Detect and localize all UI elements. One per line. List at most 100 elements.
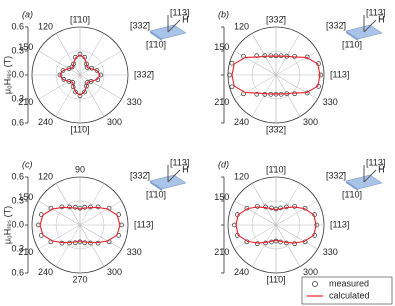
measured-point: [254, 53, 260, 59]
inset-plate-edge: [150, 181, 162, 191]
measured-point: [67, 204, 72, 210]
panel-label: (c): [22, 159, 33, 169]
measured-point: [254, 203, 260, 209]
measured-point: [292, 241, 298, 247]
measured-point: [254, 241, 260, 247]
angle-tick-label: 150: [214, 42, 229, 52]
angle-tick-label: 120: [234, 172, 249, 182]
angle-tick-label: 240: [38, 267, 53, 277]
angle-tick-label: [1̄10]: [70, 14, 90, 24]
measured-point: [57, 72, 63, 78]
r-tick-label: 0.6: [11, 171, 24, 181]
angle-tick-label: 210: [214, 247, 229, 257]
r-tick-label: 0.6: [11, 117, 24, 127]
angle-tick-label: 210: [18, 97, 33, 107]
polar-panel: [113] 90 120 150 210 240 270 300 330 0.0 0.3 0.3 0.6…: [2, 157, 189, 284]
angle-tick-label: 90: [75, 164, 85, 174]
angle-tick-label: 120: [38, 172, 53, 182]
angle-tick-label: 120: [38, 22, 53, 32]
angle-tick-label: [11̄0]: [70, 124, 89, 134]
angle-tick-label: 210: [214, 97, 229, 107]
measured-point: [72, 204, 78, 210]
measured-point: [95, 240, 101, 246]
angle-tick-label: [332̄]: [134, 69, 154, 79]
measured-point: [262, 92, 268, 97]
r-tick-label: 0.3: [11, 243, 24, 253]
measured-point: [98, 72, 104, 78]
angle-tick-label: [1̄10]: [266, 164, 286, 174]
r-tick-label: 0.0: [11, 69, 24, 79]
measured-point: [318, 72, 324, 78]
r-tick-label: 0.6: [11, 267, 24, 277]
calculated-line: [39, 206, 121, 244]
angle-tick-label: [113]: [134, 219, 153, 229]
legend-box: [301, 276, 393, 305]
angle-tick-label: 330: [127, 247, 142, 257]
inset-label: H⃗: [182, 164, 189, 175]
angle-tick-label: 240: [234, 117, 249, 127]
measured-point: [82, 204, 88, 210]
measured-point: [82, 240, 88, 246]
inset-label: H⃗: [378, 14, 385, 25]
measured-point: [229, 60, 235, 66]
measured-point: [314, 222, 320, 228]
inset-plate-edge: [346, 181, 358, 191]
angle-tick-label: 240: [234, 267, 249, 277]
measured-point: [59, 240, 65, 246]
legend-marker: [312, 281, 318, 287]
inset-plate-edge: [150, 31, 162, 41]
measured-point: [254, 91, 260, 97]
calculated-line: [235, 206, 317, 244]
inset-label: [113]: [170, 7, 189, 17]
angle-tick-label: 150: [18, 192, 33, 202]
angle-tick-label: 300: [107, 267, 122, 277]
r-tick-label: 0.3: [11, 93, 24, 103]
measured-point: [88, 240, 93, 246]
angle-tick-label: 300: [303, 267, 318, 277]
measured-point: [262, 53, 268, 58]
inset-field: [363, 19, 377, 33]
measured-point: [77, 51, 83, 57]
angle-tick-label: 120: [234, 22, 249, 32]
polar-panel: [113] [1̄10] 120 150 210 240 [11̄0] 300 330 (d) [1…: [214, 157, 393, 305]
angle-tick-label: 300: [303, 117, 318, 127]
y-axis-label: μ₀Hᵣₑₛ (T): [2, 56, 12, 94]
inset-label: [1̄10]: [146, 189, 166, 199]
polar-panel: [332̄] [1̄10] 120 150 210 240 [11̄0] 300 330 0.0 0…: [2, 7, 189, 134]
panel-label: (d): [218, 159, 229, 169]
inset-label: [1̄10]: [342, 39, 362, 49]
angle-tick-label: 300: [107, 117, 122, 127]
measured-point: [60, 68, 66, 73]
inset-field: [167, 19, 181, 33]
inset-field: [363, 169, 377, 183]
inset-label: [113]: [366, 7, 385, 17]
polar-panel: [113] [332̄] 120 150 210 240 [3̄3̄2] 300 330 (b) […: [214, 7, 385, 134]
measured-point: [72, 240, 78, 246]
measured-point: [88, 204, 93, 210]
inset-label: H⃗: [182, 14, 189, 25]
calculated-line: [59, 54, 101, 96]
angle-tick-label: 240: [38, 117, 53, 127]
measured-point: [229, 84, 235, 90]
measured-point: [95, 204, 101, 210]
inset-label: [332̄]: [130, 20, 150, 30]
inset-label: [1̄10]: [146, 39, 166, 49]
angle-tick-label: 150: [18, 42, 33, 52]
inset-label: [113]: [170, 157, 189, 167]
angle-tick-label: [332̄]: [266, 14, 286, 24]
inset-label: H⃗: [378, 164, 385, 175]
angle-tick-label: [11̄0]: [266, 274, 285, 284]
inset-label: [332̄]: [326, 20, 346, 30]
angle-tick-label: [113]: [330, 69, 349, 79]
inset-label: [113]: [366, 157, 385, 167]
inset-label: [332̄]: [130, 170, 150, 180]
r-tick-label: 0.3: [11, 195, 24, 205]
r-tick-label: 0.3: [11, 45, 24, 55]
inset-label: [332̄]: [326, 170, 346, 180]
y-axis-label: μ₀Hᵣₑₛ (T): [2, 206, 12, 244]
angle-tick-label: 150: [214, 192, 229, 202]
measured-point: [94, 68, 100, 73]
r-tick-label: 0.0: [11, 219, 24, 229]
angle-tick-label: 330: [323, 97, 338, 107]
